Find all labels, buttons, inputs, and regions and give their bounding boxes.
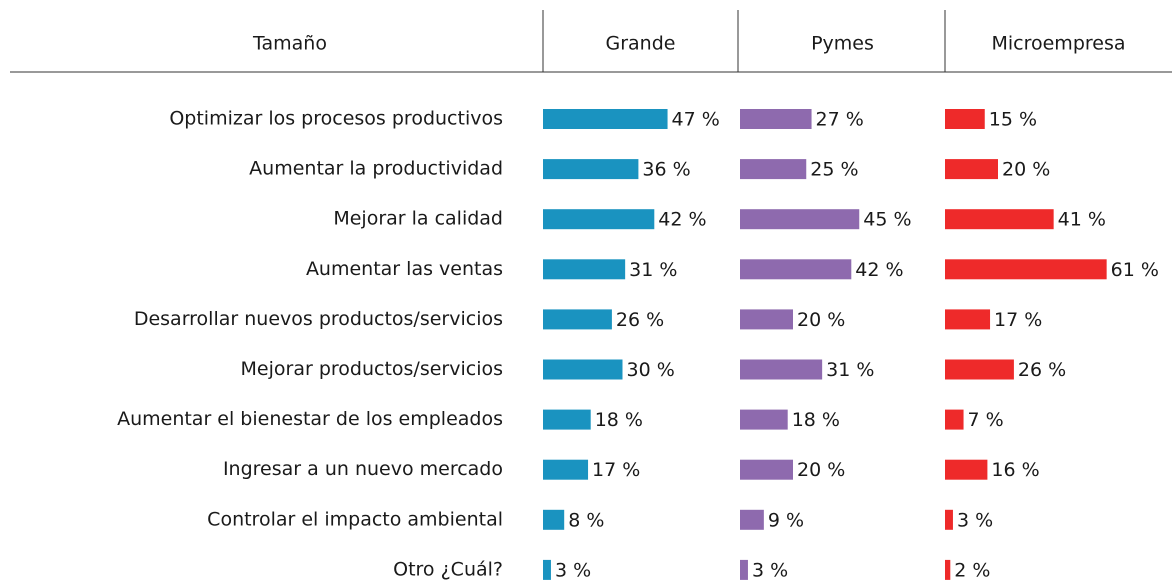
bar [945,209,1054,230]
category-label: Mejorar productos/servicios [241,358,503,380]
value-label: 36 % [642,159,690,181]
value-label: 16 % [991,459,1039,481]
value-label: 25 % [810,159,858,181]
bar [945,509,953,530]
value-label: 42 % [855,259,903,281]
bar [945,409,964,430]
bar [543,559,551,580]
category-label: Controlar el impacto ambiental [207,508,503,530]
value-label: 30 % [627,359,675,381]
value-label: 2 % [954,559,990,581]
bar [740,109,812,129]
category-label: Desarrollar nuevos productos/servicios [134,308,503,330]
series-header: Grande [606,33,676,55]
value-label: 26 % [616,309,664,331]
bar [945,359,1014,380]
bar [543,309,612,330]
series-header: Microempresa [991,33,1125,55]
value-label: 18 % [595,409,643,431]
value-label: 20 % [797,309,845,331]
value-label: 17 % [994,309,1042,331]
bar [543,359,623,380]
value-label: 31 % [826,359,874,381]
value-label: 27 % [816,109,864,131]
value-label: 20 % [797,459,845,481]
value-label: 8 % [568,509,604,531]
bar [740,309,793,330]
category-label: Ingresar a un nuevo mercado [223,458,503,480]
category-label: Aumentar el bienestar de los empleados [117,408,503,430]
bar [543,259,626,280]
value-label: 45 % [863,209,911,231]
bar [740,509,764,530]
value-label: 31 % [629,259,677,281]
value-label: 20 % [1002,159,1050,181]
bar [945,559,951,580]
value-label: 47 % [672,109,720,131]
bar [543,109,668,129]
bar [543,159,639,180]
bar [543,459,589,480]
bar [740,409,788,430]
value-label: 3 % [752,559,788,581]
value-label: 15 % [989,109,1037,131]
bar [740,209,860,230]
bar [740,159,807,180]
bar [740,559,748,580]
bar [945,259,1107,280]
value-label: 41 % [1058,209,1106,231]
value-label: 26 % [1018,359,1066,381]
category-label: Otro ¿Cuál? [393,558,503,580]
value-label: 61 % [1111,259,1159,281]
bar [945,109,985,129]
category-label: Aumentar la productividad [249,158,503,180]
value-label: 7 % [968,409,1004,431]
series-header: Pymes [811,33,874,55]
bar [740,259,852,280]
value-label: 3 % [555,559,591,581]
bar [945,459,988,480]
value-label: 9 % [768,509,804,531]
value-label: 3 % [957,509,993,531]
bar [543,509,565,530]
category-label: Optimizar los procesos productivos [169,108,503,130]
value-label: 42 % [658,209,706,231]
category-label: Aumentar las ventas [306,258,503,280]
value-label: 18 % [792,409,840,431]
bar [740,459,793,480]
bar [543,209,655,230]
bar [543,409,591,430]
bar [945,309,991,330]
value-label: 17 % [592,459,640,481]
bar [945,159,998,180]
bar [740,359,823,380]
category-label: Mejorar la calidad [333,208,503,230]
category-header: Tamaño [252,33,327,55]
